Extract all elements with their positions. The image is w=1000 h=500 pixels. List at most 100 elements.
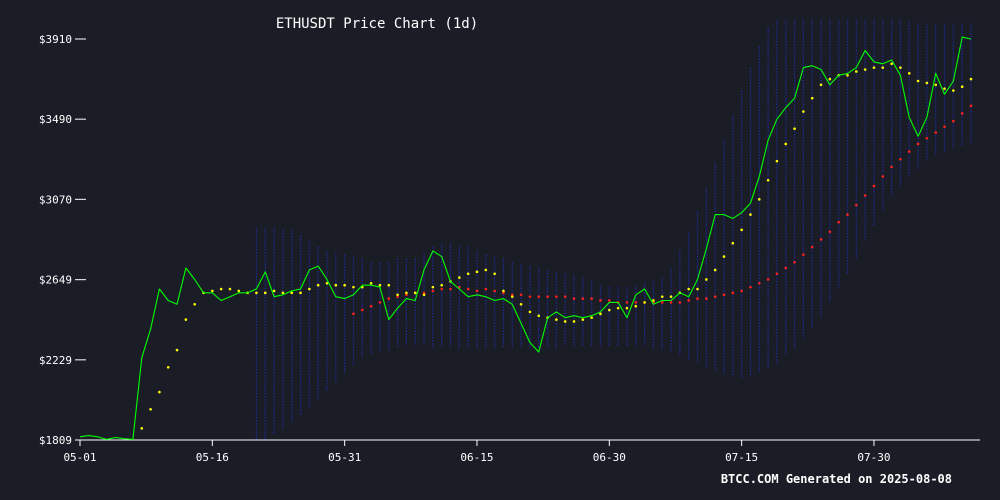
fast-ma-point (431, 285, 435, 289)
fast-ma-point (493, 272, 496, 276)
fast-ma-point (590, 316, 593, 319)
slow-ma-point (863, 194, 867, 197)
fast-ma-point (343, 283, 346, 287)
fast-ma-point (184, 318, 188, 321)
slow-ma-point (440, 287, 443, 291)
y-axis-ticks: $1809 $2229 $2649 $3070 $3490 $3910 (39, 33, 86, 447)
x-tick-label: 05-16 (196, 451, 229, 464)
slow-ma-point (855, 203, 858, 207)
fast-ma-point (193, 302, 196, 306)
fast-ma-point (290, 291, 294, 295)
fast-ma-point (907, 72, 911, 75)
slow-ma-point (731, 291, 735, 295)
fast-ma-point (334, 283, 338, 287)
fast-ma-point (925, 81, 929, 85)
y-tick-label: $3490 (39, 113, 72, 126)
fast-ma-point (378, 283, 382, 287)
fast-ma-point (952, 89, 955, 92)
fast-ma-point (855, 70, 858, 73)
fast-ma-point (325, 282, 329, 285)
fast-ma-point (696, 287, 699, 291)
fast-ma-point (255, 291, 258, 295)
fast-ma-point (422, 293, 426, 297)
slow-ma-point (528, 295, 532, 298)
slow-ma-point (775, 272, 779, 276)
slow-ma-point (713, 295, 717, 298)
slow-ma-point (846, 213, 849, 216)
slow-ma-point (925, 136, 929, 140)
fast-ma-point (775, 159, 779, 163)
fast-ma-point (387, 283, 391, 287)
fast-ma-point (899, 66, 902, 69)
slow-ma-point (590, 297, 593, 300)
chart-title: ETHUSDT Price Chart (1d) (276, 16, 478, 32)
fast-ma-point (722, 255, 726, 258)
fast-ma-point (263, 291, 267, 295)
y-tick-label: $3070 (39, 193, 72, 206)
x-tick-label: 07-15 (725, 451, 758, 464)
x-tick-label: 05-31 (328, 451, 361, 464)
fast-ma-point (863, 68, 867, 71)
y-tick-label: $2229 (39, 354, 72, 367)
y-tick-label: $2649 (39, 274, 72, 287)
slow-ma-point (378, 301, 382, 304)
fast-ma-point (440, 283, 443, 287)
fast-ma-point (299, 291, 302, 295)
fast-ma-point (634, 304, 638, 308)
fast-ma-point (563, 320, 567, 323)
slow-ma-point (510, 293, 514, 297)
slow-ma-point (819, 238, 823, 241)
slow-ma-point (360, 308, 364, 312)
fast-ma-point (802, 110, 805, 113)
slow-ma-point (722, 293, 726, 297)
fast-ma-point (352, 285, 355, 289)
slow-ma-point (422, 291, 426, 295)
slow-ma-point (969, 104, 973, 108)
fast-ma-point (660, 295, 664, 298)
slow-ma-point (793, 261, 796, 264)
fast-ma-point (934, 83, 938, 87)
fast-ma-point (166, 365, 170, 369)
slow-ma-point (934, 131, 938, 134)
slow-ma-point (546, 295, 549, 298)
fast-ma-point (572, 320, 576, 323)
slow-ma-point (555, 295, 558, 298)
fast-ma-point (396, 293, 399, 297)
slow-ma-point (352, 312, 355, 316)
slow-ma-point (449, 287, 452, 291)
fast-ma-point (705, 278, 708, 281)
slow-ma-point (705, 297, 708, 300)
slow-ma-point (907, 150, 911, 153)
fast-ma-point (369, 282, 373, 285)
x-tick-label: 06-15 (460, 451, 493, 464)
fast-ma-point (757, 198, 761, 201)
slow-ma-point (960, 112, 964, 115)
fast-ma-point (308, 287, 311, 291)
fast-ma-point (916, 79, 920, 83)
slow-ma-point (475, 289, 479, 293)
slow-ma-point (502, 291, 505, 295)
credit-text: BTCC.COM Generated on 2025-08-08 (721, 472, 952, 486)
fast-ma-point (140, 427, 144, 430)
slow-ma-point (890, 165, 893, 169)
fast-ma-point (872, 66, 876, 69)
fast-ma-point (237, 289, 241, 293)
slow-ma-point (766, 278, 770, 281)
slow-ma-point (881, 175, 885, 178)
fast-ma-point (175, 348, 179, 352)
slow-ma-point (696, 297, 699, 300)
price-line-layer (79, 36, 972, 440)
slow-ma-point (572, 297, 576, 300)
fast-ma-point (466, 272, 470, 276)
x-axis-ticks: 05-01 05-16 05-31 06-15 06-30 07-15 07-30 (63, 440, 891, 464)
fast-ma-point (475, 270, 479, 274)
slow-ma-point (466, 287, 470, 291)
fast-ma-point (502, 289, 505, 293)
fast-ma-point (643, 301, 646, 304)
slow-ma-point (943, 125, 946, 129)
slow-ma-point (899, 157, 902, 161)
slow-ma-point (599, 299, 602, 302)
fast-ma-point (211, 289, 214, 293)
fast-ma-point (819, 83, 823, 87)
